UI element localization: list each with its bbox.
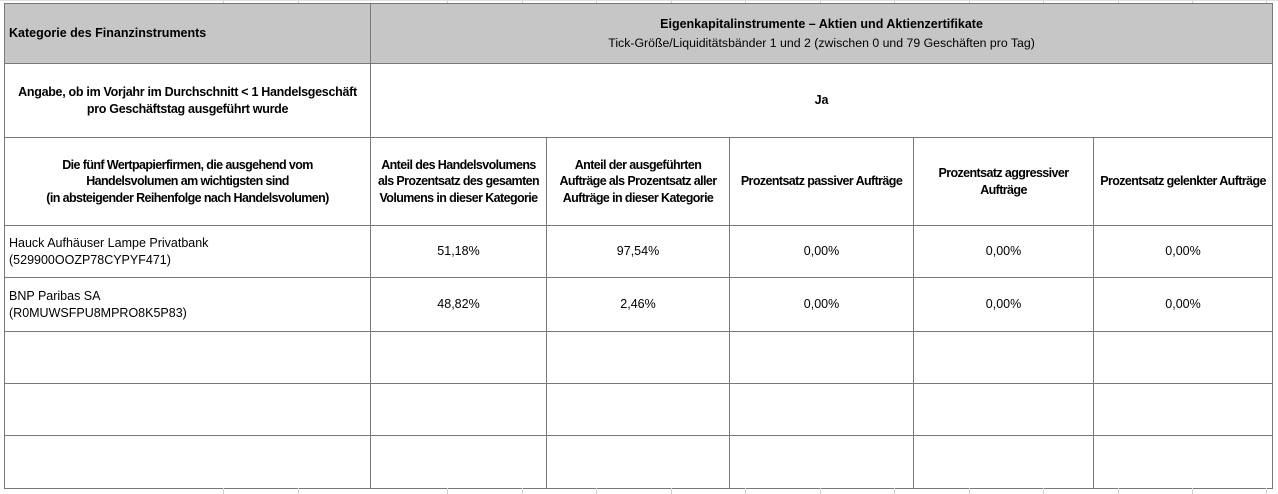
- sheet-gridline-stub: [447, 0, 448, 3]
- table-row-question: Angabe, ob im Vorjahr im Durchschnitt < …: [4, 63, 1274, 138]
- sheet-gridline-stub: [1266, 488, 1267, 494]
- passive-pct-cell: 0,00%: [729, 225, 914, 278]
- firm-name-cell: [4, 383, 371, 436]
- volume-pct-cell: [370, 435, 547, 489]
- directed-pct-cell: 0,00%: [1092, 277, 1274, 332]
- sheet-gridline-stub: [298, 0, 299, 3]
- sheet-gridline-stub: [223, 0, 224, 3]
- sheet-gridline-stub: [745, 0, 746, 3]
- table-row-firm-1: Hauck Aufhäuser Lampe Privatbank (529900…: [4, 225, 1274, 278]
- aggressive-pct-cell: 0,00%: [913, 225, 1094, 278]
- passive-pct-cell: 0,00%: [729, 277, 914, 332]
- sheet-gridline-stub: [1192, 0, 1193, 3]
- category-header-cell: Kategorie des Finanzinstruments: [4, 3, 371, 64]
- sheet-gridline-stub: [522, 0, 523, 3]
- sheet-gridline-stub: [522, 488, 523, 494]
- sheet-gridline-top: [0, 0, 1278, 1]
- best-execution-report-table: Kategorie des Finanzinstruments Eigenkap…: [4, 3, 1274, 489]
- firm-name-cell: [4, 435, 371, 489]
- orders-pct-cell: [546, 383, 730, 436]
- directed-pct-cell: 0,00%: [1092, 225, 1274, 278]
- firm-name-cell: Hauck Aufhäuser Lampe Privatbank (529900…: [4, 225, 371, 278]
- question-cell: Angabe, ob im Vorjahr im Durchschnitt < …: [4, 63, 371, 138]
- col-header-volume-pct: Anteil des Handelsvolumens als Prozentsa…: [370, 137, 547, 226]
- directed-pct-cell: [1092, 435, 1274, 489]
- firm-name-cell: BNP Paribas SA (R0MUWSFPU8MPRO8K5P83): [4, 277, 371, 332]
- orders-pct-cell: 2,46%: [546, 277, 730, 332]
- aggressive-pct-cell: [913, 435, 1094, 489]
- volume-pct-cell: 51,18%: [370, 225, 547, 278]
- col-header-passive-pct: Prozentsatz passiver Aufträge: [729, 137, 914, 226]
- sheet-gridline-stub: [596, 0, 597, 3]
- orders-pct-cell: [546, 331, 730, 384]
- answer-cell: Ja: [369, 63, 1274, 138]
- passive-pct-cell: [729, 435, 914, 489]
- sheet-gridline-stub: [969, 0, 970, 3]
- sheet-gridline-stub: [745, 488, 746, 494]
- sheet-gridline-stub: [894, 488, 895, 494]
- sheet-gridline-stub: [223, 488, 224, 494]
- sheet-gridline-stub: [596, 488, 597, 494]
- orders-pct-cell: [546, 435, 730, 489]
- aggressive-pct-cell: [913, 331, 1094, 384]
- volume-pct-cell: [370, 383, 547, 436]
- aggressive-pct-cell: 0,00%: [913, 277, 1094, 332]
- sheet-gridline-stub: [671, 488, 672, 494]
- sheet-gridline-stub: [1118, 0, 1119, 3]
- sheet-gridline-stub: [1043, 488, 1044, 494]
- directed-pct-cell: [1092, 383, 1274, 436]
- col-header-directed-pct: Prozentsatz gelenkter Aufträge: [1092, 137, 1274, 226]
- table-row-empty-3: [4, 435, 1274, 489]
- table-row-instrument-category: Kategorie des Finanzinstruments Eigenkap…: [4, 3, 1274, 64]
- sheet-gridline-stub: [298, 488, 299, 494]
- col-header-firms: Die fünf Wertpapierfirmen, die ausgehend…: [4, 137, 371, 226]
- firm-name-cell: [4, 331, 371, 384]
- sheet-gridline-stub: [969, 488, 970, 494]
- sheet-gridline-stub: [447, 488, 448, 494]
- volume-pct-cell: 48,82%: [370, 277, 547, 332]
- instrument-class-subtitle: Tick-Größe/Liquiditätsbänder 1 und 2 (zw…: [608, 35, 1035, 50]
- sheet-gridline-stub: [820, 0, 821, 3]
- sheet-gridline-stub: [894, 0, 895, 3]
- sheet-gridline-stub: [1043, 0, 1044, 3]
- table-row-empty-2: [4, 383, 1274, 436]
- aggressive-pct-cell: [913, 383, 1094, 436]
- sheet-gridline-stub: [1118, 488, 1119, 494]
- passive-pct-cell: [729, 331, 914, 384]
- orders-pct-cell: 97,54%: [546, 225, 730, 278]
- sheet-gridline-stub: [820, 488, 821, 494]
- sheet-gridline-stub: [671, 0, 672, 3]
- instrument-class-title: Eigenkapitalinstrumente – Aktien und Akt…: [660, 17, 983, 32]
- directed-pct-cell: [1092, 331, 1274, 384]
- instrument-class-cell: Eigenkapitalinstrumente – Aktien und Akt…: [369, 3, 1274, 64]
- table-row-empty-1: [4, 331, 1274, 384]
- volume-pct-cell: [370, 331, 547, 384]
- sheet-gridline-stub: [1192, 488, 1193, 494]
- col-header-aggressive-pct: Prozentsatz aggressiver Aufträge: [913, 137, 1094, 226]
- col-header-orders-pct: Anteil der ausgeführten Aufträge als Pro…: [546, 137, 730, 226]
- sheet-gridline-stub: [1266, 0, 1267, 3]
- table-row-column-headers: Die fünf Wertpapierfirmen, die ausgehend…: [4, 137, 1274, 226]
- passive-pct-cell: [729, 383, 914, 436]
- table-row-firm-2: BNP Paribas SA (R0MUWSFPU8MPRO8K5P83) 48…: [4, 277, 1274, 332]
